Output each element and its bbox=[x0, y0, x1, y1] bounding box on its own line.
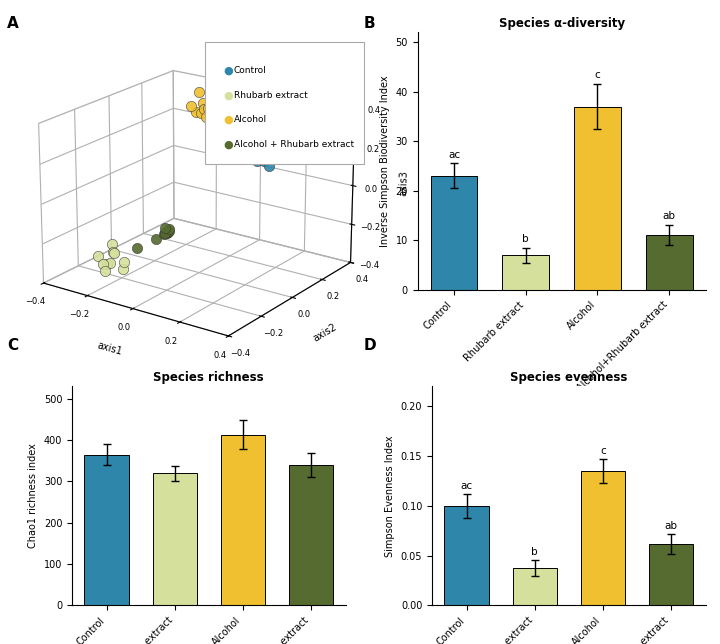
Title: Species evenness: Species evenness bbox=[510, 371, 628, 384]
Y-axis label: Simpson Evenness Index: Simpson Evenness Index bbox=[385, 435, 395, 556]
Y-axis label: Inverse Simpson Biodiversity Index: Inverse Simpson Biodiversity Index bbox=[380, 75, 390, 247]
Bar bbox=[289, 465, 333, 605]
Bar bbox=[646, 235, 693, 290]
Bar bbox=[153, 473, 197, 605]
Bar bbox=[649, 544, 693, 605]
Text: c: c bbox=[595, 70, 600, 80]
Text: b: b bbox=[531, 547, 538, 556]
Title: Species richness: Species richness bbox=[153, 371, 264, 384]
Y-axis label: axis2: axis2 bbox=[311, 322, 338, 344]
Text: ac: ac bbox=[448, 149, 460, 160]
Text: b: b bbox=[523, 234, 529, 243]
Text: D: D bbox=[364, 338, 377, 353]
Bar bbox=[513, 567, 557, 605]
Bar bbox=[574, 106, 621, 290]
Bar bbox=[503, 255, 549, 290]
Text: ●: ● bbox=[223, 115, 233, 125]
Text: ●: ● bbox=[223, 66, 233, 76]
Text: ab: ab bbox=[665, 521, 678, 531]
Text: Alcohol: Alcohol bbox=[234, 115, 267, 124]
Bar bbox=[444, 506, 489, 605]
Text: C: C bbox=[7, 338, 18, 353]
Text: ●: ● bbox=[223, 139, 233, 149]
Text: ab: ab bbox=[662, 211, 675, 222]
Text: Rhubarb extract: Rhubarb extract bbox=[234, 91, 307, 100]
Text: A: A bbox=[7, 16, 19, 31]
Text: c: c bbox=[600, 446, 606, 456]
Y-axis label: Chao1 richness index: Chao1 richness index bbox=[28, 444, 38, 548]
Title: Species α-diversity: Species α-diversity bbox=[498, 17, 625, 30]
Text: ac: ac bbox=[461, 481, 472, 491]
Text: ●: ● bbox=[223, 90, 233, 100]
Bar bbox=[431, 176, 477, 290]
X-axis label: axis1: axis1 bbox=[96, 340, 123, 357]
Bar bbox=[221, 435, 265, 605]
Text: B: B bbox=[364, 16, 375, 31]
Text: Control: Control bbox=[234, 66, 266, 75]
Bar bbox=[84, 455, 129, 605]
Bar bbox=[581, 471, 625, 605]
Text: Alcohol + Rhubarb extract: Alcohol + Rhubarb extract bbox=[234, 140, 354, 149]
